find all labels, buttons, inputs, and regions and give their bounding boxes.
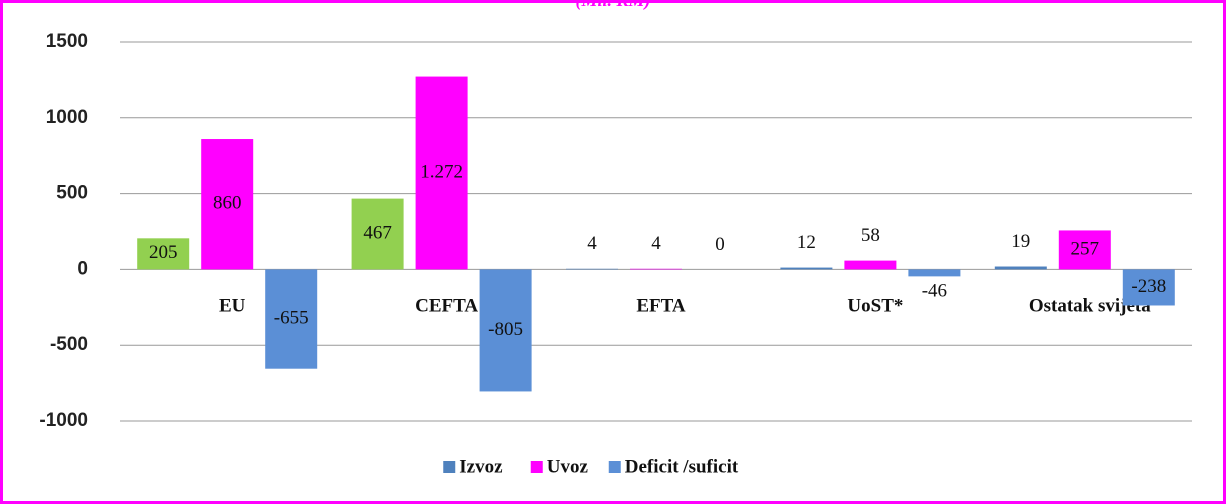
data-label: 19 (1011, 231, 1030, 252)
data-label: 467 (363, 222, 392, 243)
data-label: 1.272 (420, 161, 463, 182)
data-label: -655 (274, 307, 309, 328)
bar (908, 269, 961, 277)
data-label: 205 (149, 242, 178, 263)
legend-swatch (443, 461, 456, 473)
data-label: 257 (1071, 238, 1100, 259)
bar (415, 76, 468, 270)
bar (265, 269, 318, 369)
x-tick-label: EFTA (636, 295, 686, 316)
bar (844, 260, 897, 270)
data-label: -46 (922, 281, 947, 302)
data-label: 0 (715, 234, 725, 255)
y-tick-label: 1000 (46, 107, 88, 128)
y-tick-label: 1500 (46, 31, 88, 52)
bar (630, 268, 682, 270)
chart-title: (Mil. KM) (575, 0, 650, 11)
bar (479, 269, 532, 392)
bar (351, 198, 404, 270)
data-label: -805 (488, 319, 523, 340)
data-label: -238 (1131, 276, 1166, 297)
bar (201, 139, 254, 270)
bar (994, 266, 1047, 270)
legend-label: Uvoz (547, 456, 589, 477)
legend-swatch (530, 461, 543, 473)
data-label: 58 (861, 225, 880, 246)
data-label: 4 (587, 233, 597, 254)
bar (1122, 269, 1175, 306)
data-label: 12 (797, 232, 816, 253)
bar (137, 238, 190, 270)
y-tick-label: 500 (56, 183, 88, 204)
data-label: 4 (651, 233, 661, 254)
x-tick-label: EU (219, 295, 246, 316)
x-tick-label: UoST* (847, 295, 903, 316)
bar (566, 268, 618, 270)
y-tick-label: -500 (50, 334, 88, 355)
data-label: 860 (213, 193, 242, 214)
legend-label: Izvoz (459, 456, 503, 477)
x-tick-label: CEFTA (415, 295, 478, 316)
x-tick-label: Ostatak svijeta (1029, 295, 1151, 316)
legend-label: Deficit /suficit (625, 456, 739, 477)
y-tick-label: -1000 (39, 410, 88, 431)
y-tick-label: 0 (77, 258, 88, 279)
bar (1058, 230, 1111, 270)
bar (780, 267, 833, 270)
legend-swatch (608, 461, 621, 473)
